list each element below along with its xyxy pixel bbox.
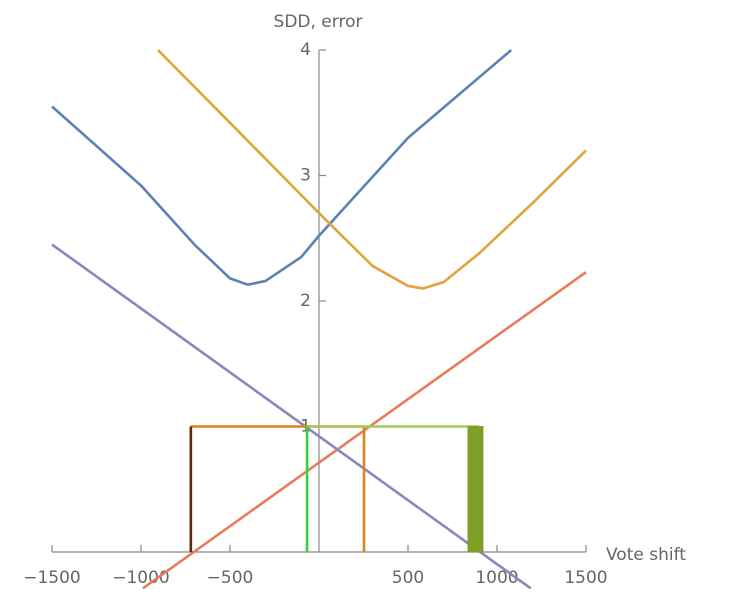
- y-tick-label: 4: [300, 40, 311, 60]
- x-tick-label: −500: [207, 568, 254, 588]
- x-tick-label: 1000: [475, 568, 518, 588]
- filled-block: [467, 426, 484, 553]
- x-tick-label: 500: [392, 568, 424, 588]
- series-line: [156, 49, 587, 290]
- x-tick-label: −1500: [23, 568, 81, 588]
- y-axis-label: SDD, error: [274, 12, 363, 32]
- series-line: [51, 49, 513, 286]
- y-tick-label: 2: [300, 291, 311, 311]
- series-line: [190, 425, 366, 552]
- x-tick-label: 1500: [564, 568, 607, 588]
- y-tick-label: 3: [300, 166, 311, 186]
- x-axis-label: Vote shift: [606, 545, 686, 565]
- series-line: [51, 243, 532, 590]
- x-tick-label: −1000: [112, 568, 170, 588]
